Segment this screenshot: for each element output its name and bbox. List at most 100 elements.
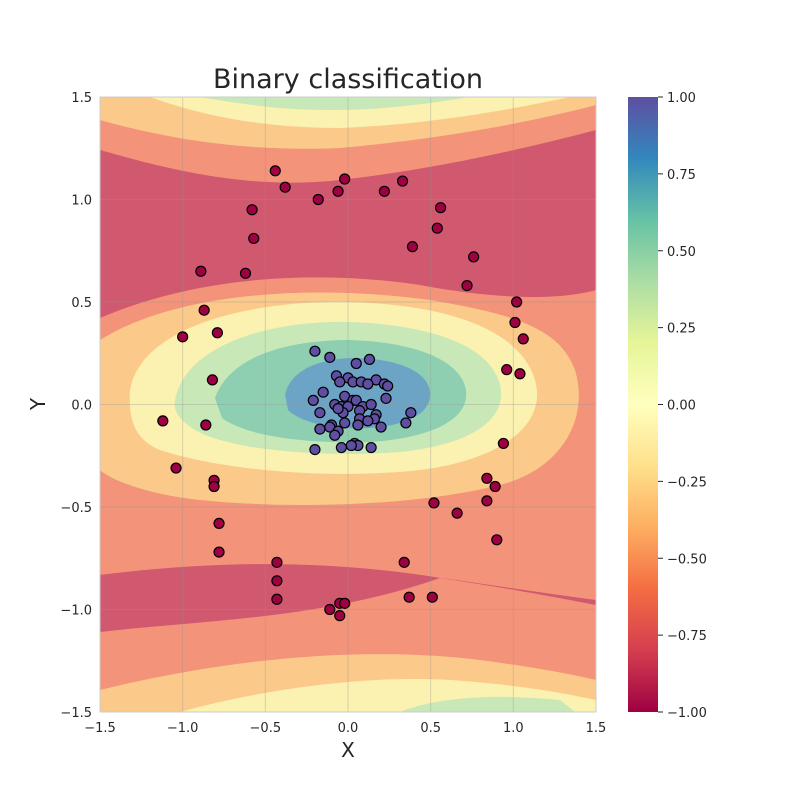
- y-tick-label: 1.0: [71, 194, 92, 209]
- y-tick-label: 0.0: [71, 399, 92, 414]
- point-class-negative: [271, 575, 283, 587]
- point-class-negative: [195, 265, 207, 277]
- plot-area: [99, 96, 597, 713]
- point-class-negative: [334, 610, 346, 622]
- point-class-positive: [352, 419, 364, 431]
- point-class-negative: [339, 173, 351, 185]
- point-class-positive: [339, 417, 351, 429]
- x-tick-label: −1.5: [84, 721, 116, 736]
- point-class-negative: [497, 437, 510, 450]
- point-class-positive: [329, 429, 341, 441]
- colorbar-tick-label: −1.00: [667, 706, 707, 721]
- point-class-negative: [213, 546, 225, 558]
- point-class-negative: [481, 495, 493, 507]
- colorbar-gradient: [628, 97, 658, 712]
- y-tick-label: −1.0: [60, 604, 92, 619]
- x-axis-ticks: −1.5 −1.0 −0.5 0.0 0.5 1.0 1.5: [84, 721, 606, 736]
- surface-band-top-green: [200, 97, 470, 110]
- point-class-negative: [398, 556, 410, 568]
- point-class-positive: [345, 439, 357, 452]
- y-tick-label: 0.5: [71, 296, 92, 311]
- point-class-negative: [271, 593, 283, 605]
- point-class-negative: [428, 497, 440, 509]
- point-class-negative: [271, 556, 283, 568]
- colorbar-tick-label: 1.00: [667, 91, 696, 106]
- colorbar-tick-label: 0.25: [667, 322, 696, 337]
- point-class-negative: [213, 517, 225, 530]
- point-class-negative: [517, 333, 529, 345]
- point-class-negative: [406, 241, 419, 253]
- point-class-negative: [312, 193, 324, 206]
- point-class-negative: [324, 603, 336, 616]
- point-class-negative: [481, 472, 493, 484]
- point-class-positive: [380, 392, 392, 404]
- x-axis-label: X: [341, 738, 355, 762]
- point-class-negative: [509, 316, 521, 329]
- y-axis-ticks: −1.5 −1.0 −0.5 0.0 0.5 1.0 1.5: [60, 91, 92, 721]
- point-class-positive: [332, 403, 344, 415]
- point-class-positive: [317, 386, 329, 398]
- surface-band-bottom-green: [400, 696, 575, 712]
- point-class-negative: [461, 280, 473, 292]
- point-class-positive: [382, 380, 394, 392]
- point-class-negative: [332, 185, 344, 197]
- scatter-points: [157, 165, 529, 622]
- surface-band-bottom-dark: [100, 564, 440, 632]
- chart-title: Binary classification: [213, 64, 483, 95]
- point-class-negative: [246, 204, 258, 216]
- x-tick-label: 0.0: [338, 721, 359, 736]
- point-class-negative: [157, 415, 169, 427]
- plot-frame: [99, 96, 597, 713]
- point-class-negative: [468, 251, 480, 263]
- point-class-negative: [403, 591, 415, 603]
- point-class-negative: [339, 597, 351, 609]
- point-class-positive: [375, 421, 387, 433]
- x-tick-label: −1.0: [167, 721, 199, 736]
- decision-surface: [100, 97, 596, 712]
- point-class-negative: [206, 374, 219, 386]
- y-tick-label: −0.5: [60, 501, 92, 516]
- point-class-negative: [200, 419, 212, 431]
- point-class-negative: [431, 222, 443, 234]
- point-class-negative: [279, 181, 291, 193]
- point-class-negative: [451, 507, 463, 519]
- point-class-negative: [211, 327, 223, 339]
- point-class-negative: [239, 267, 252, 279]
- colorbar-tick-label: −0.25: [667, 475, 707, 490]
- point-class-negative: [489, 480, 501, 493]
- colorbar-tick-label: 0.00: [667, 399, 696, 414]
- point-class-positive: [365, 441, 377, 454]
- point-class-positive: [350, 357, 362, 370]
- y-axis-label: Y: [26, 397, 50, 411]
- point-class-positive: [314, 423, 326, 435]
- point-class-negative: [378, 185, 390, 197]
- point-class-positive: [309, 444, 321, 456]
- point-class-positive: [362, 415, 374, 427]
- point-class-negative: [396, 175, 409, 187]
- x-tick-label: −0.5: [250, 721, 282, 736]
- y-tick-label: 1.5: [71, 91, 92, 106]
- point-class-positive: [324, 351, 336, 363]
- point-class-negative: [434, 202, 447, 214]
- colorbar-tick-label: −0.75: [667, 629, 707, 644]
- point-class-negative: [426, 591, 438, 603]
- point-class-negative: [198, 304, 210, 316]
- x-tick-label: 0.5: [420, 721, 441, 736]
- point-class-positive: [309, 345, 321, 357]
- point-class-positive: [335, 441, 347, 454]
- point-class-negative: [177, 331, 189, 343]
- point-class-positive: [405, 407, 417, 419]
- point-class-positive: [363, 353, 376, 365]
- point-class-positive: [334, 376, 346, 388]
- y-tick-label: −1.5: [60, 706, 92, 721]
- point-class-negative: [208, 480, 220, 493]
- point-class-negative: [501, 364, 513, 376]
- x-tick-label: 1.0: [503, 721, 524, 736]
- point-class-positive: [307, 394, 319, 406]
- point-class-negative: [248, 232, 260, 245]
- point-class-positive: [365, 398, 377, 411]
- point-class-negative: [514, 368, 526, 380]
- colorbar: −1.00 −0.75 −0.50 −0.25 0.00 0.25 0.50 0.75 1.00: [628, 91, 707, 721]
- colorbar-ticks: −1.00 −0.75 −0.50 −0.25 0.00 0.25 0.50 0.75 1.00: [658, 91, 707, 721]
